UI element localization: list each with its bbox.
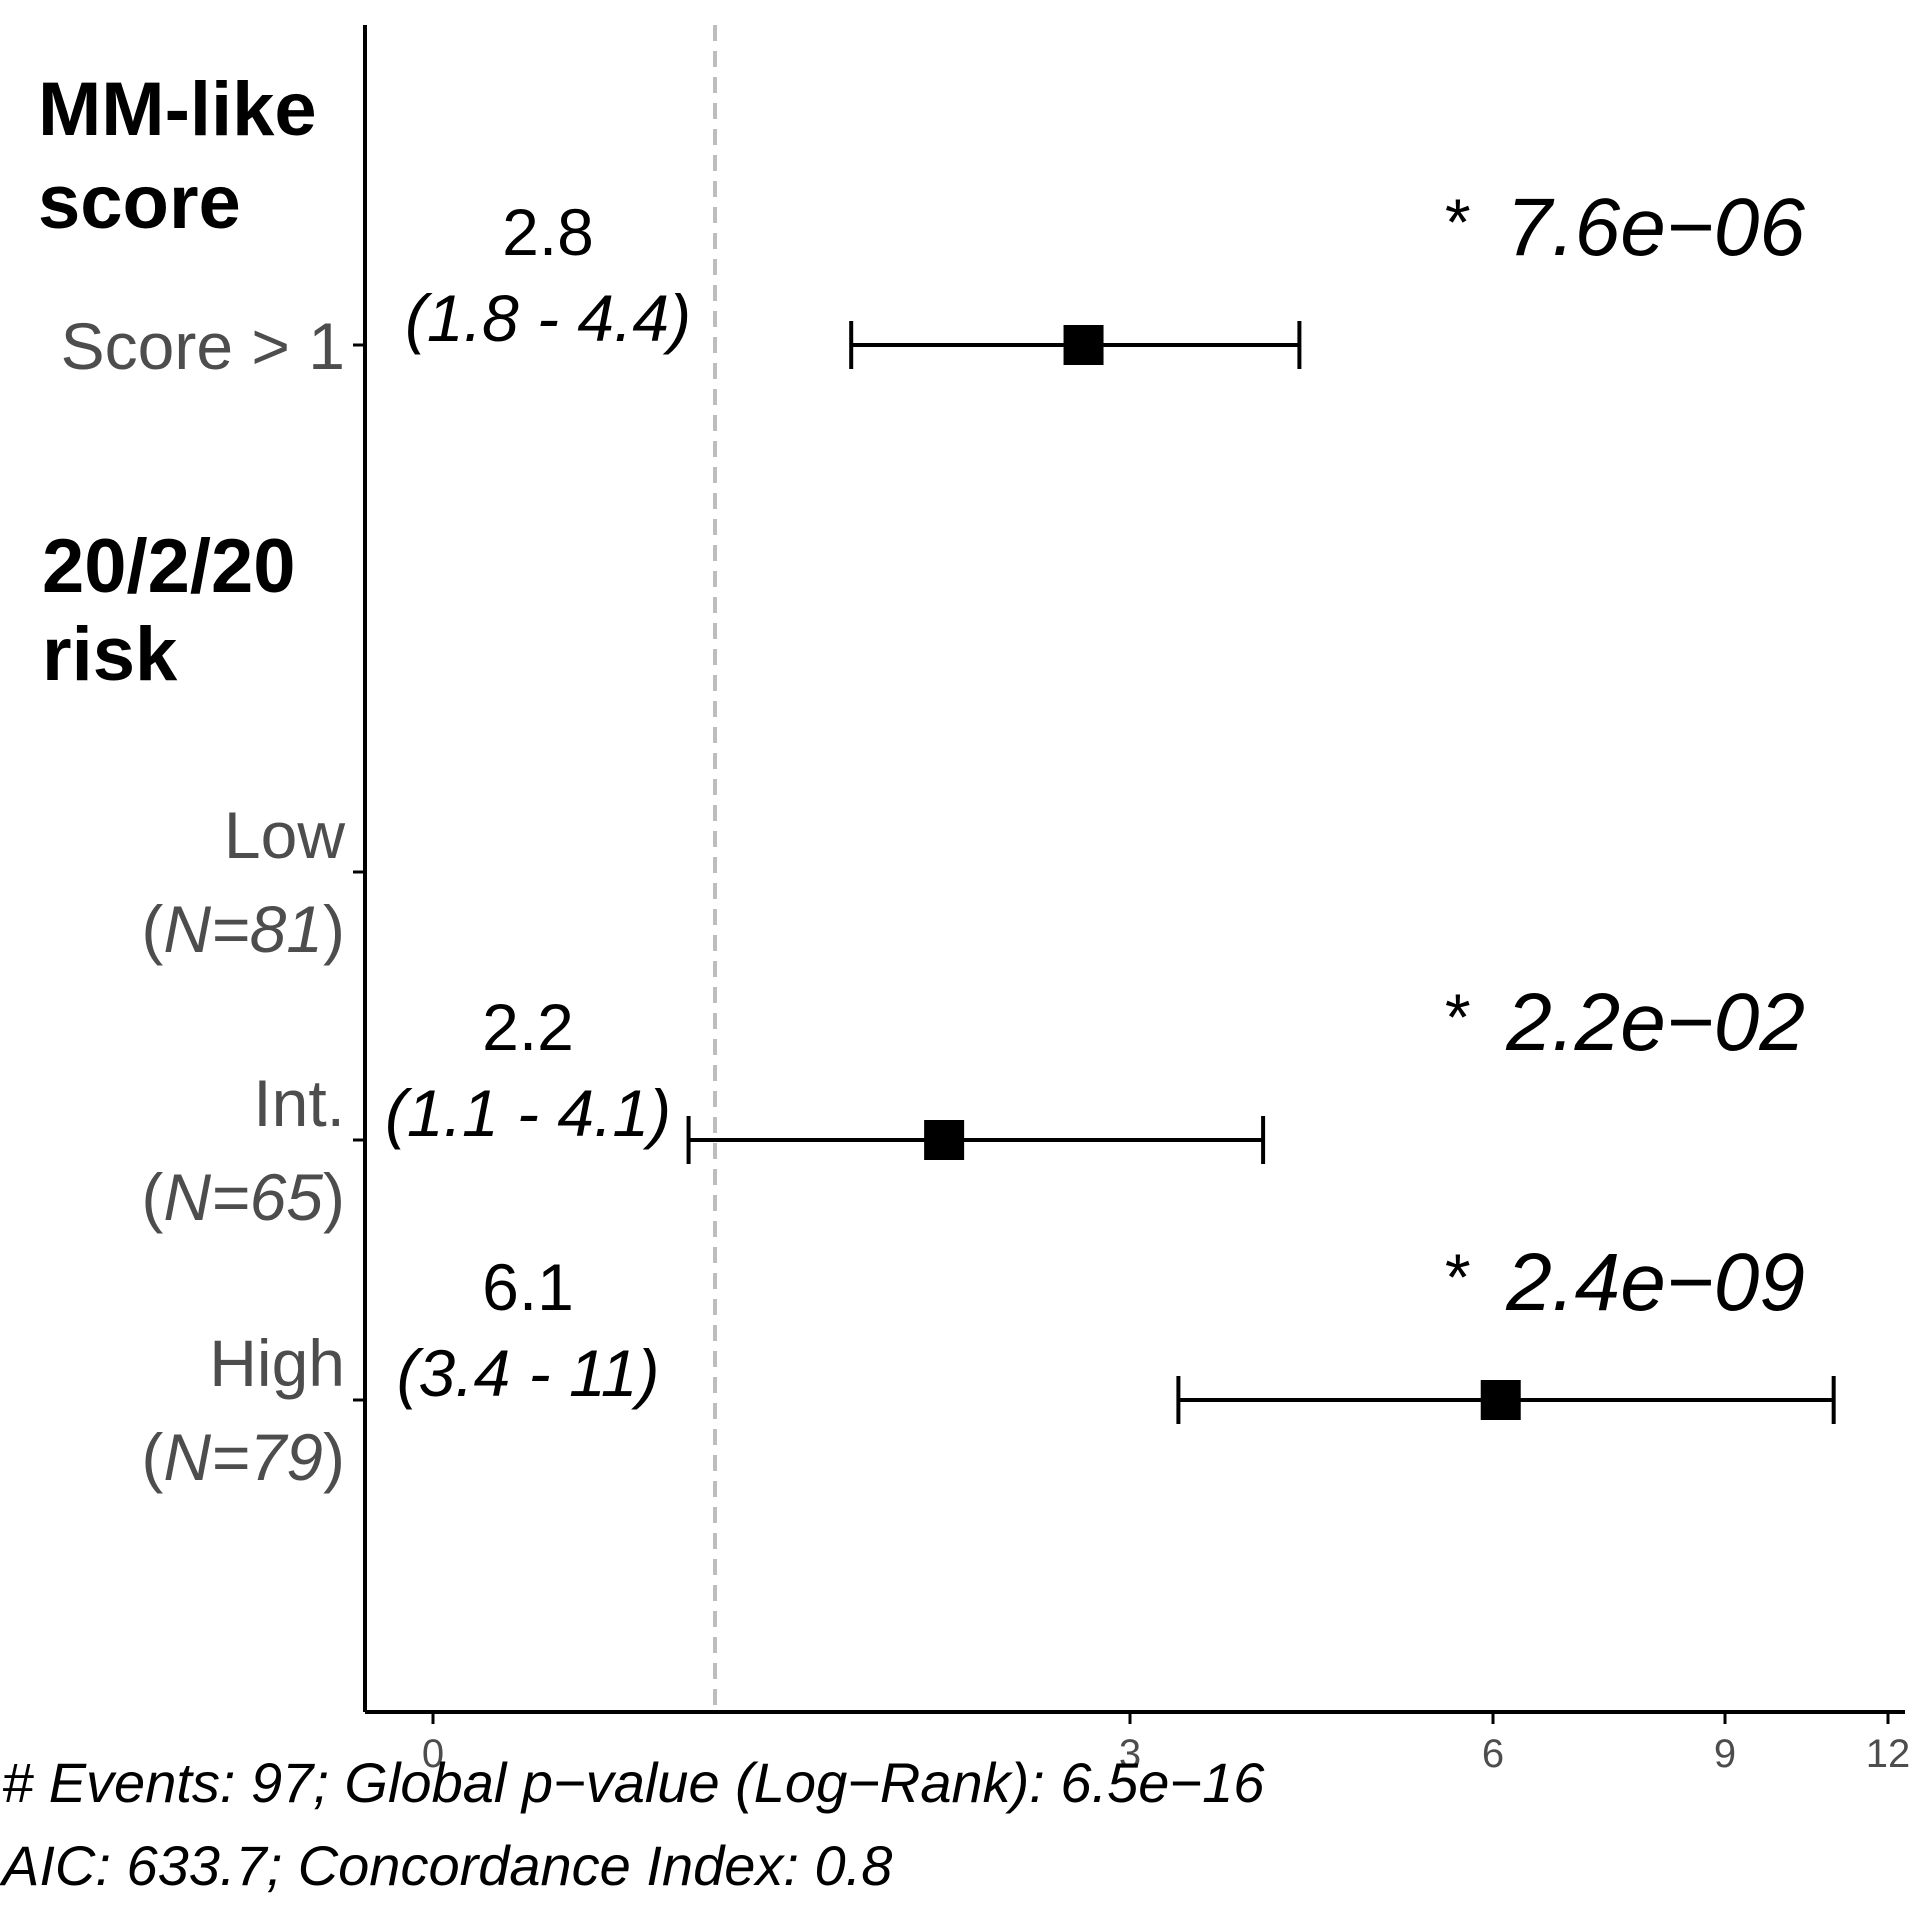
row-label: Score > 1 — [61, 309, 345, 383]
ci-label: (3.4 - 11) — [397, 1336, 660, 1410]
ci-label: (1.1 - 4.1) — [385, 1076, 671, 1150]
row-n-label: (N=81) — [141, 892, 345, 966]
row-label: Int. — [253, 1066, 345, 1140]
footer-line-1: # Events: 97; Global p−value (Log−Rank):… — [2, 1751, 1265, 1814]
significance-star: * — [1442, 185, 1470, 259]
hr-label: 6.1 — [482, 1250, 574, 1324]
x-tick-label: 3 — [1119, 1732, 1141, 1776]
hr-marker — [924, 1120, 965, 1160]
row-label: High — [209, 1326, 345, 1400]
hr-marker — [1480, 1380, 1521, 1420]
x-tick-label: 9 — [1714, 1732, 1736, 1776]
row-n-label: (N=79) — [141, 1420, 345, 1494]
x-tick-label: 0 — [422, 1732, 444, 1776]
hr-marker — [1063, 325, 1104, 365]
p-value-label: 2.2e−02 — [1505, 977, 1805, 1068]
significance-star: * — [1442, 1240, 1470, 1314]
group-title: score — [38, 160, 241, 245]
p-value-label: 7.6e−06 — [1506, 182, 1805, 273]
x-tick-label: 6 — [1482, 1732, 1504, 1776]
group-title: risk — [42, 612, 178, 697]
ci-label: (1.8 - 4.4) — [405, 281, 691, 355]
group-title: MM-like — [38, 67, 317, 152]
group-title: 20/2/20 — [42, 524, 296, 609]
row-n-label: (N=65) — [141, 1160, 345, 1234]
significance-star: * — [1442, 980, 1470, 1054]
hr-label: 2.2 — [482, 990, 574, 1064]
footer-line-2: AIC: 633.7; Concordance Index: 0.8 — [0, 1834, 892, 1897]
hr-label: 2.8 — [502, 195, 594, 269]
p-value-label: 2.4e−09 — [1505, 1237, 1805, 1328]
x-tick-label: 12 — [1866, 1732, 1911, 1776]
row-label: Low — [224, 798, 345, 872]
